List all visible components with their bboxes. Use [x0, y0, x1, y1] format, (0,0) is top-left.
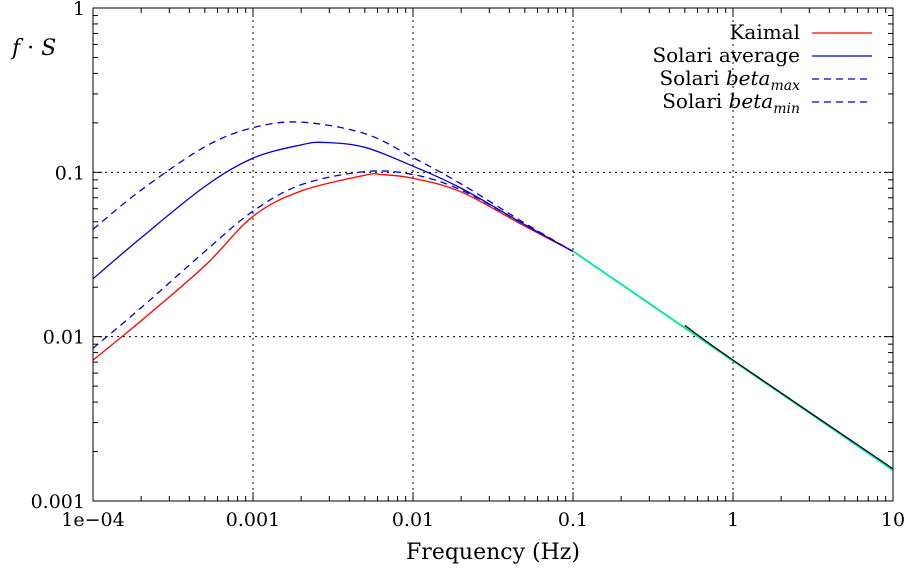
series-line-extension_black: [684, 324, 894, 470]
y-tick-label: 1: [73, 0, 85, 20]
y-axis-title: f · S: [10, 36, 56, 61]
legend: Kaimal Solari average Solari betamax Sol…: [652, 20, 872, 117]
legend-label-solari-beta-max: Solari betamax: [659, 66, 800, 94]
legend-label-kaimal: Kaimal: [729, 20, 800, 44]
legend-min-beta: beta: [729, 89, 774, 113]
x-tick-label: 10: [881, 509, 905, 531]
plot-frame: [92, 7, 894, 502]
legend-label-solari-beta-min: Solari betamin: [662, 89, 800, 117]
series-line-solari_avg: [92, 141, 574, 280]
legend-min-prefix: Solari: [662, 89, 728, 113]
x-tick-label: 1e−04: [61, 509, 124, 531]
x-tick-label: 0.1: [558, 509, 588, 531]
legend-max-sub: max: [770, 78, 800, 94]
series-line-solari_min: [92, 170, 574, 349]
legend-min-sub: min: [773, 101, 800, 117]
y-tick-label: 0.01: [43, 327, 85, 349]
series-line-solari_max: [92, 121, 574, 253]
y-axis-title-dot: ·: [20, 36, 41, 61]
y-axis-title-s: S: [41, 36, 56, 61]
series-layer: [92, 121, 894, 472]
x-tick-label: 0.001: [226, 509, 280, 531]
legend-max-beta: beta: [726, 66, 771, 90]
ticks: [92, 7, 894, 502]
legend-label-solari-average: Solari average: [652, 43, 800, 67]
legend-max-prefix: Solari: [659, 66, 725, 90]
y-tick-label: 0.1: [55, 162, 85, 184]
x-tick-label: 0.01: [392, 509, 434, 531]
y-tick-label: 0.001: [31, 491, 85, 513]
series-line-kaimal: [92, 173, 574, 361]
x-tick-label: 1: [727, 509, 739, 531]
x-axis-title: Frequency (Hz): [406, 540, 580, 565]
